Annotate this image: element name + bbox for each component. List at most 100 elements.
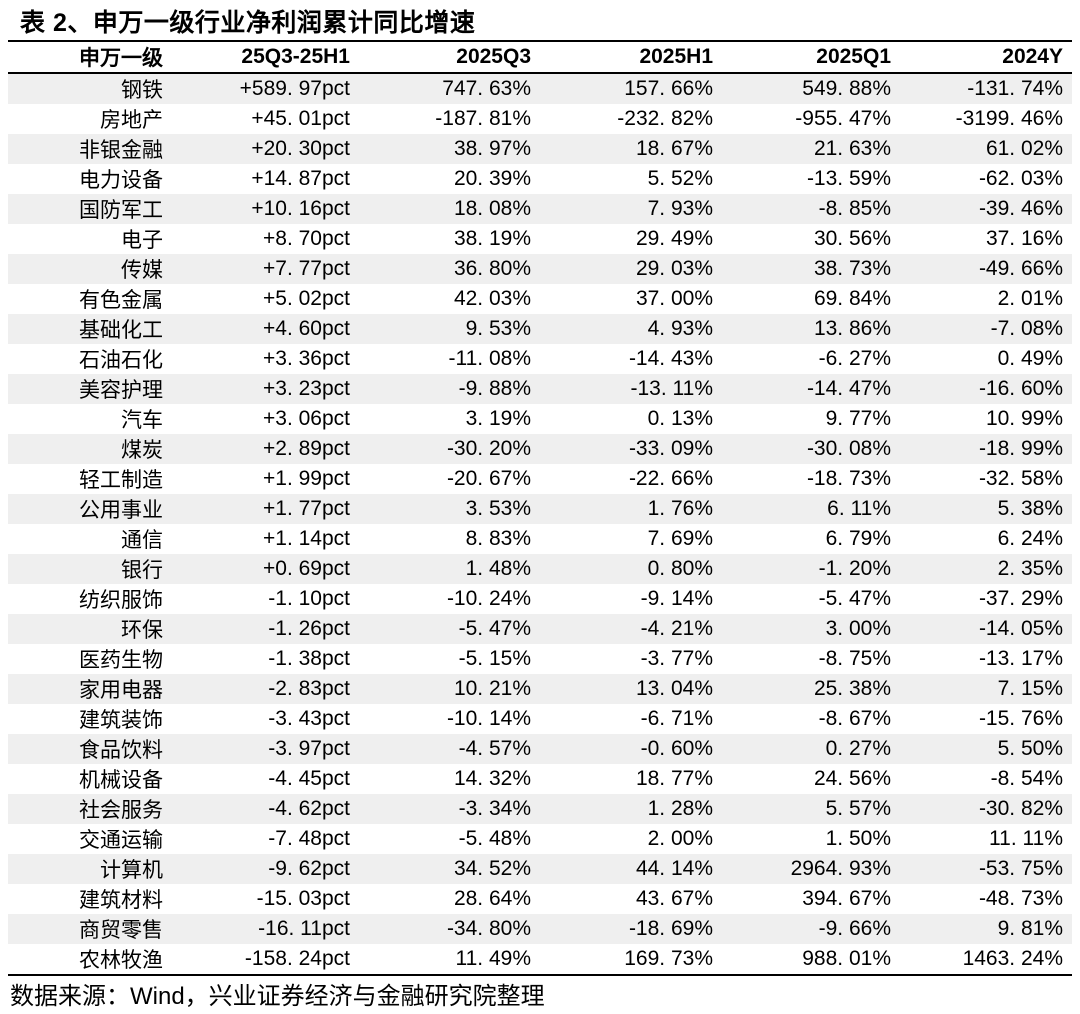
value-cell: +5. 02pct (263, 287, 350, 310)
industry-cell: 电子 (121, 229, 163, 252)
value-cell: 44. 14% (635, 857, 713, 880)
value-cell: 169. 73% (624, 947, 713, 970)
table-row: 房地产 +45. 01pct -187. 81% -232. 82% -955. 47%… (8, 104, 1072, 134)
table-row: 银行 +0. 69pct 1. 48% 0. 80% -1. 20% 2. 35% (8, 554, 1072, 584)
table-row: 煤炭 +2. 89pct -30. 20% -33. 09% -30. 08% -18. … (8, 434, 1072, 464)
industry-cell: 建筑装饰 (79, 709, 163, 732)
value-cell: -30. 82% (978, 797, 1063, 820)
value-cell: 5. 50% (997, 737, 1063, 760)
industry-cell: 煤炭 (121, 439, 163, 462)
value-cell: 5. 57% (825, 797, 891, 820)
value-cell: 34. 52% (453, 857, 531, 880)
table-row: 通信 +1. 14pct 8. 83% 7. 69% 6. 79% 6. 24% (8, 524, 1072, 554)
industry-cell: 传媒 (121, 259, 163, 282)
value-cell: 30. 56% (813, 227, 891, 250)
value-cell: 21. 63% (813, 137, 891, 160)
value-cell: 18. 77% (635, 767, 713, 790)
value-cell: -187. 81% (435, 107, 531, 130)
value-cell: 7. 69% (647, 527, 713, 550)
value-cell: 3. 00% (825, 617, 891, 640)
value-cell: 10. 99% (985, 407, 1063, 430)
value-cell: 6. 79% (825, 527, 891, 550)
value-cell: 4. 93% (647, 317, 713, 340)
table-row: 公用事业 +1. 77pct 3. 53% 1. 76% 6. 11% 5. 38% (8, 494, 1072, 524)
table-row: 环保 -1. 26pct -5. 47% -4. 21% 3. 00% -14. 05% (8, 614, 1072, 644)
column-header: 申万一级 (79, 47, 163, 70)
value-cell: 42. 03% (453, 287, 531, 310)
value-cell: -5. 47% (818, 587, 891, 610)
industry-cell: 轻工制造 (79, 469, 163, 492)
value-cell: +7. 77pct (263, 257, 350, 280)
value-cell: 2. 35% (997, 557, 1063, 580)
value-cell: 18. 67% (635, 137, 713, 160)
column-header: 25Q3-25H1 (241, 45, 350, 68)
value-cell: -14. 05% (978, 617, 1063, 640)
table-row: 建筑装饰 -3. 43pct -10. 14% -6. 71% -8. 67% -15. … (8, 704, 1072, 734)
value-cell: -6. 71% (640, 707, 713, 730)
value-cell: -9. 62pct (268, 857, 350, 880)
industry-cell: 银行 (121, 559, 163, 582)
value-cell: -1. 10pct (268, 587, 350, 610)
value-cell: -33. 09% (628, 437, 713, 460)
table-row: 电力设备 +14. 87pct 20. 39% 5. 52% -13. 59% -62. … (8, 164, 1072, 194)
industry-cell: 钢铁 (121, 79, 163, 102)
value-cell: -37. 29% (978, 587, 1063, 610)
industry-cell: 环保 (121, 619, 163, 642)
table-body: 钢铁 +589. 97pct 747. 63% 157. 66% 549. 88% -13… (8, 73, 1072, 975)
column-header: 2024Y (1002, 45, 1063, 68)
value-cell: 1. 76% (647, 497, 713, 520)
industry-cell: 基础化工 (79, 319, 163, 342)
value-cell: 28. 64% (453, 887, 531, 910)
value-cell: -955. 47% (795, 107, 891, 130)
value-cell: 18. 08% (453, 197, 531, 220)
value-cell: -8. 85% (818, 197, 891, 220)
industry-cell: 汽车 (121, 409, 163, 432)
value-cell: 1. 28% (647, 797, 713, 820)
value-cell: -14. 47% (806, 377, 891, 400)
industry-cell: 商贸零售 (79, 919, 163, 942)
value-cell: -30. 08% (806, 437, 891, 460)
value-cell: -20. 67% (446, 467, 531, 490)
industry-cell: 建筑材料 (79, 889, 163, 912)
value-cell: 747. 63% (442, 77, 531, 100)
value-cell: -3. 77% (640, 647, 713, 670)
value-cell: -30. 20% (446, 437, 531, 460)
value-cell: 0. 80% (647, 557, 713, 580)
value-cell: +0. 69pct (263, 557, 350, 580)
value-cell: -4. 45pct (268, 767, 350, 790)
value-cell: +45. 01pct (251, 107, 350, 130)
value-cell: 13. 04% (635, 677, 713, 700)
value-cell: -131. 74% (967, 77, 1063, 100)
value-cell: +1. 77pct (263, 497, 350, 520)
industry-cell: 美容护理 (79, 379, 163, 402)
value-cell: 38. 97% (453, 137, 531, 160)
value-cell: 37. 00% (635, 287, 713, 310)
value-cell: -9. 66% (818, 917, 891, 940)
value-cell: 29. 49% (635, 227, 713, 250)
table-row: 社会服务 -4. 62pct -3. 34% 1. 28% 5. 57% -30. 82% (8, 794, 1072, 824)
value-cell: 36. 80% (453, 257, 531, 280)
industry-cell: 农林牧渔 (79, 949, 163, 972)
value-cell: -3. 43pct (268, 707, 350, 730)
value-cell: -3. 34% (458, 797, 531, 820)
industry-cell: 国防军工 (79, 199, 163, 222)
table-row: 国防军工 +10. 16pct 18. 08% 7. 93% -8. 85% -39. 4… (8, 194, 1072, 224)
industry-cell: 公用事业 (79, 499, 163, 522)
table-row: 食品饮料 -3. 97pct -4. 57% -0. 60% 0. 27% 5. 50% (8, 734, 1072, 764)
value-cell: -10. 14% (446, 707, 531, 730)
value-cell: 394. 67% (802, 887, 891, 910)
value-cell: -9. 14% (640, 587, 713, 610)
value-cell: -3. 97pct (268, 737, 350, 760)
table-row: 钢铁 +589. 97pct 747. 63% 157. 66% 549. 88% -13… (8, 73, 1072, 104)
value-cell: 8. 83% (465, 527, 531, 550)
value-cell: -4. 62pct (268, 797, 350, 820)
industry-cell: 石油石化 (79, 349, 163, 372)
value-cell: -14. 43% (628, 347, 713, 370)
value-cell: -4. 21% (640, 617, 713, 640)
value-cell: 7. 93% (647, 197, 713, 220)
value-cell: 14. 32% (453, 767, 531, 790)
value-cell: -34. 80% (446, 917, 531, 940)
value-cell: 9. 77% (825, 407, 891, 430)
industry-cell: 纺织服饰 (79, 589, 163, 612)
value-cell: 1. 48% (465, 557, 531, 580)
